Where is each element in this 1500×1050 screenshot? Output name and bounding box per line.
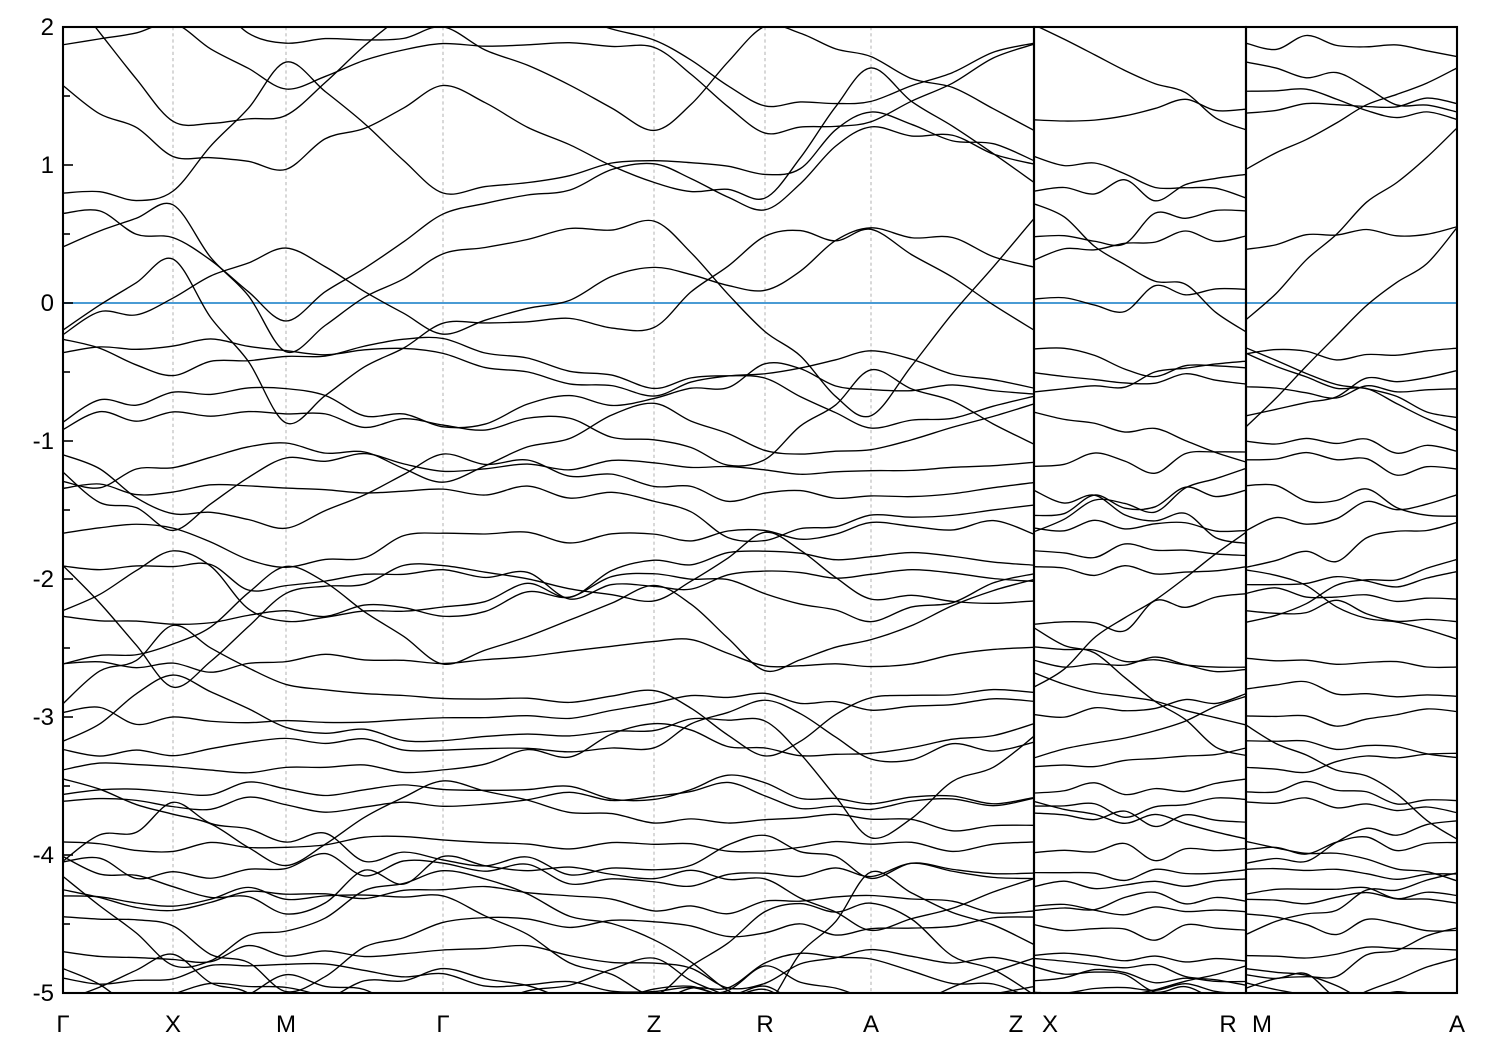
svg-text:M: M <box>276 1011 296 1038</box>
svg-text:X: X <box>165 1011 181 1038</box>
svg-text:Z: Z <box>1009 1011 1024 1038</box>
svg-text:2: 2 <box>41 14 54 41</box>
svg-text:1: 1 <box>41 152 54 179</box>
svg-text:Γ: Γ <box>56 1011 69 1038</box>
svg-text:A: A <box>863 1011 879 1038</box>
svg-text:-1: -1 <box>33 428 54 455</box>
svg-text:-4: -4 <box>33 842 54 869</box>
svg-text:Z: Z <box>647 1011 662 1038</box>
svg-text:R: R <box>756 1011 773 1038</box>
svg-text:X: X <box>1042 1011 1058 1038</box>
svg-text:A: A <box>1449 1011 1465 1038</box>
svg-text:-3: -3 <box>33 704 54 731</box>
svg-text:0: 0 <box>41 290 54 317</box>
svg-text:M: M <box>1252 1011 1272 1038</box>
svg-text:R: R <box>1219 1011 1236 1038</box>
svg-text:-2: -2 <box>33 566 54 593</box>
svg-text:Γ: Γ <box>436 1011 449 1038</box>
svg-text:-5: -5 <box>33 980 54 1007</box>
